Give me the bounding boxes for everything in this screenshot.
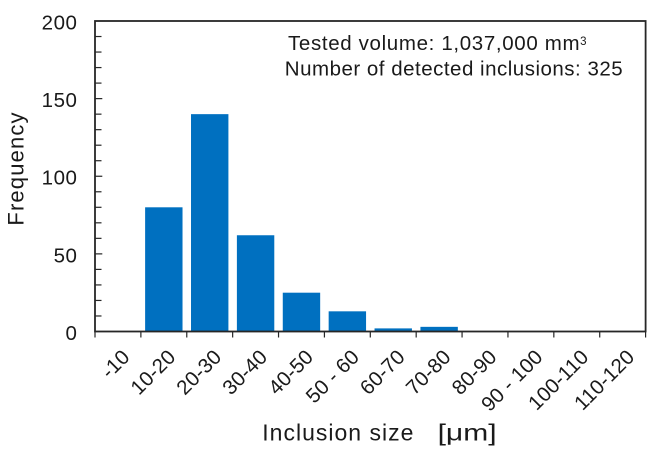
svg-text:[μm]: [μm] (438, 420, 497, 446)
svg-text:100: 100 (42, 167, 78, 190)
svg-text:200: 200 (42, 11, 78, 34)
svg-text:150: 150 (42, 89, 78, 112)
svg-text:Number of detected inclusions:: Number of detected inclusions: 325 (285, 58, 623, 81)
svg-text:Tested volume: 1,037,000 mm3: Tested volume: 1,037,000 mm3 (288, 32, 587, 55)
svg-text:Frequency: Frequency (3, 111, 28, 225)
svg-text:0: 0 (66, 322, 78, 345)
svg-text:50: 50 (54, 244, 78, 267)
svg-text:Inclusion size: Inclusion size (262, 420, 414, 446)
